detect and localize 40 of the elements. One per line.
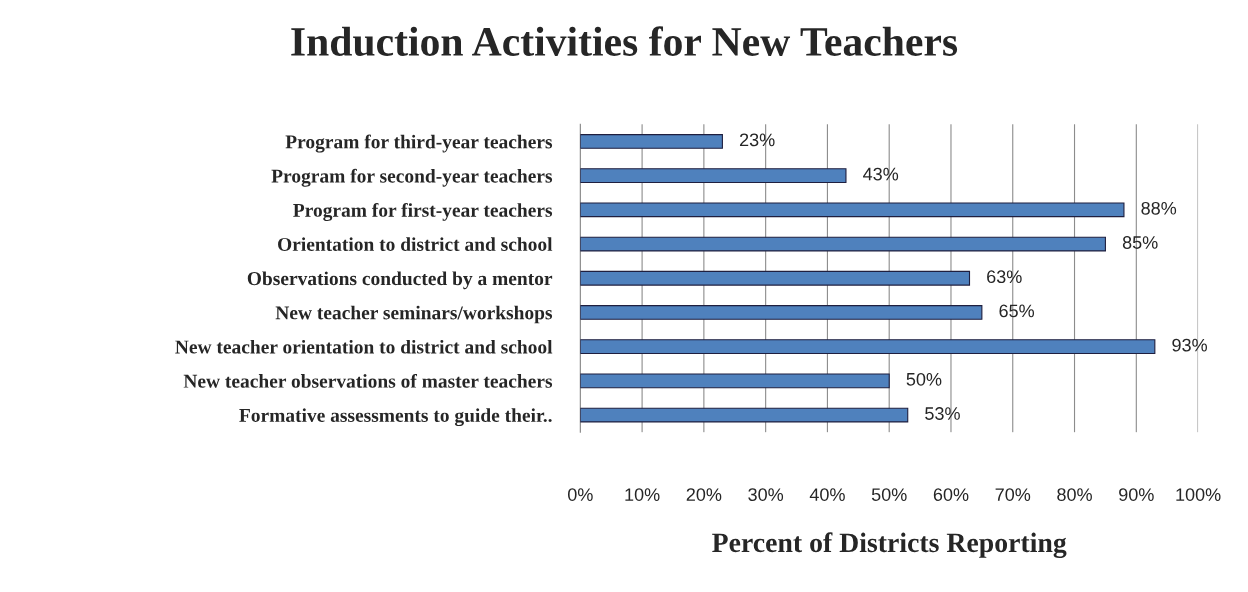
y-tick-label: Observations conducted by a mentor [247, 271, 553, 290]
y-tick-label: New teacher observations of master teachers [183, 373, 553, 388]
x-tick-label: 50% [871, 488, 907, 501]
bar [580, 373, 890, 389]
x-tick-label: 70% [995, 488, 1031, 501]
bar [580, 236, 1106, 252]
data-label: 93% [1172, 338, 1207, 352]
data-label: 50% [906, 372, 942, 386]
y-tick-label: Program for second-year teachers [271, 168, 553, 187]
x-tick-label: 30% [748, 488, 784, 501]
y-tick-label: Orientation to district and school [278, 237, 553, 251]
x-axis-title: Percent of Districts Reporting [712, 532, 1067, 559]
y-tick-label: New teacher seminars/workshops [275, 305, 553, 324]
data-label: 53% [925, 407, 960, 420]
y-tick-label: Program for first-year teachers [293, 202, 553, 221]
data-label: 43% [863, 167, 899, 181]
x-tick-label: 0% [567, 488, 593, 501]
chart-title: Induction Activities for New Teachers [291, 26, 958, 57]
y-tick-label: Program for third-year teachers [285, 134, 553, 153]
data-label: 65% [999, 304, 1035, 318]
x-tick-label: 80% [1057, 488, 1092, 501]
x-tick-label: 10% [625, 488, 660, 501]
x-tick-label: 60% [933, 488, 969, 501]
y-tick-label: New teacher orientation to district and school [175, 339, 553, 354]
bar [580, 305, 983, 320]
bar [580, 202, 1125, 218]
bar [580, 168, 847, 184]
y-tick-label: Formative assessments to guide their.. [239, 408, 552, 427]
x-tick-label: 40% [809, 488, 845, 501]
data-label: 88% [1141, 201, 1177, 215]
x-tick-label: 20% [686, 488, 722, 501]
x-tick-label: 90% [1119, 488, 1154, 501]
data-label: 63% [987, 270, 1022, 284]
data-label: 23% [739, 133, 775, 147]
bar [580, 407, 909, 423]
data-label: 85% [1122, 236, 1158, 249]
bar [580, 270, 971, 286]
bar [580, 134, 723, 149]
x-tick-label: 100% [1176, 488, 1221, 501]
bar [580, 339, 1156, 355]
